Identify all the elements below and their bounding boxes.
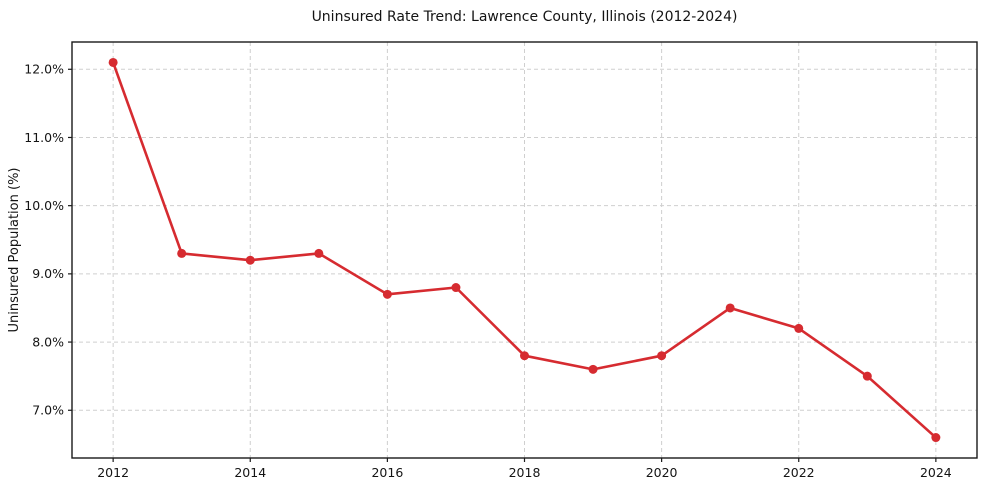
- data-point: [520, 351, 529, 361]
- x-tick-label: 2014: [234, 465, 266, 480]
- x-tick-label: 2016: [371, 465, 403, 480]
- x-tick-label: 2018: [509, 465, 541, 480]
- y-tick-label: 7.0%: [32, 403, 64, 418]
- data-point: [451, 283, 461, 293]
- x-tick-label: 2022: [783, 465, 815, 480]
- data-point: [794, 323, 804, 333]
- data-point: [382, 289, 392, 299]
- data-point: [931, 433, 941, 443]
- y-tick-label: 8.0%: [32, 334, 64, 349]
- x-tick-label: 2012: [97, 465, 129, 480]
- y-tick-label: 12.0%: [24, 62, 64, 77]
- y-tick-label: 9.0%: [32, 266, 64, 281]
- plot-area: 7.0% 8.0% 9.0% 10.0% 11.0% 12.0% 2012 2014 2016 2…: [24, 41, 978, 480]
- x-tick-label: 2024: [920, 465, 952, 480]
- y-tick-label: 10.0%: [24, 198, 64, 213]
- data-point: [314, 248, 324, 258]
- data-point: [862, 371, 872, 381]
- x-tick-label: 2020: [646, 465, 678, 480]
- data-point: [177, 248, 187, 258]
- chart-title: Uninsured Rate Trend: Lawrence County, I…: [312, 9, 738, 25]
- data-point: [725, 303, 735, 313]
- data-point: [588, 364, 598, 374]
- y-tick-label: 11.0%: [24, 130, 64, 145]
- data-point: [657, 351, 667, 361]
- data-point: [108, 57, 118, 67]
- y-axis-label: Uninsured Population (%): [7, 168, 22, 333]
- data-point: [245, 255, 255, 265]
- plot-border: [71, 41, 978, 459]
